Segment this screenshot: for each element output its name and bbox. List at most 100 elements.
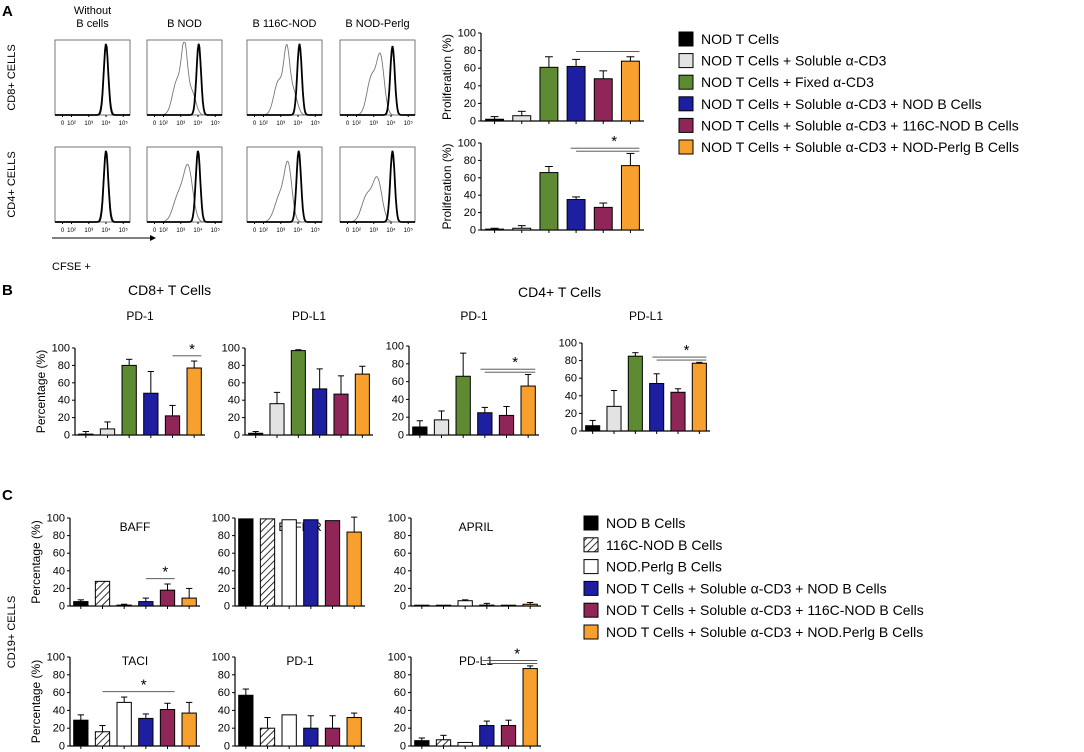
bar (354, 373, 370, 436)
flow-tick-label: 10⁴ (293, 120, 303, 127)
bar (566, 199, 586, 231)
flow-tick-label: 0 (253, 228, 257, 234)
bar (539, 172, 559, 231)
y-tick-label: 80 (565, 355, 577, 367)
bar (99, 428, 116, 436)
significance-star: * (512, 354, 518, 371)
flow-tick-label: 10⁵ (119, 120, 129, 127)
y-axis-label: Proliferation (%) (440, 34, 454, 120)
bar (346, 531, 362, 607)
y-tick-label: 100 (47, 513, 65, 525)
bar (500, 604, 517, 607)
chart-title: PD-L1 (459, 654, 493, 668)
chart-b-cd8-pdl1: 0 20 40 60 80 100 PD-L1 (222, 309, 373, 442)
legend-swatch (583, 515, 599, 531)
y-tick-label: 100 (388, 513, 406, 525)
bar (606, 405, 622, 432)
y-tick-label: 100 (388, 652, 406, 664)
chart-title: PD-1 (126, 309, 154, 323)
y-tick-label: 0 (59, 601, 65, 613)
bar (585, 425, 601, 432)
bar (303, 727, 319, 747)
y-tick-label: 20 (394, 723, 406, 735)
y-tick-label: 40 (53, 705, 65, 717)
legend-label: NOD T Cells + Soluble α-CD3 + 116C-NOD B… (701, 117, 1019, 133)
flow-curve-thin (247, 43, 322, 116)
y-tick-label: 20 (218, 723, 230, 735)
chart-title: PD-L1 (292, 309, 326, 323)
legend-swatch (583, 580, 599, 596)
y-tick-label: 40 (464, 80, 476, 92)
group-title-cd4: CD4+ T Cells (518, 284, 601, 300)
legend-a: NOD T Cells NOD T Cells + Soluble α-CD3 NO… (678, 31, 1019, 155)
y-tick-label: 20 (228, 412, 240, 424)
bar (324, 727, 341, 747)
flow-tick-label: 10³ (276, 121, 285, 127)
chart-title: PD-1 (286, 654, 314, 668)
legend-item: NOD T Cells + Soluble α-CD3 + NOD-Perlg … (678, 139, 1019, 155)
flow-tick-label: 10⁴ (101, 227, 111, 234)
bar (159, 589, 176, 607)
y-tick-label: 40 (58, 395, 70, 407)
flow-tick-label: 10⁵ (404, 227, 414, 234)
bar (539, 66, 559, 122)
chart-b-cd4-pd1: 0 20 40 60 80 100 PD-1 * (386, 309, 539, 442)
legend-item: 116C-NOD B Cells (583, 537, 722, 553)
y-tick-label: 60 (565, 373, 577, 385)
flow-curve-bold (247, 150, 322, 223)
y-tick-label: 60 (394, 687, 406, 699)
bar (138, 717, 154, 747)
legend-item: NOD B Cells (583, 515, 685, 531)
y-tick-label: 60 (53, 687, 65, 699)
y-tick-label: 0 (400, 741, 406, 752)
y-tick-label: 100 (52, 343, 70, 355)
bar (116, 604, 132, 607)
y-tick-label: 100 (222, 343, 240, 355)
y-tick-label: 40 (565, 390, 577, 402)
flow-tick-label: 10² (159, 121, 168, 127)
flow-tick-label: 10² (67, 121, 76, 127)
bar (73, 601, 89, 607)
flow-column-title: B NOD (167, 18, 202, 30)
y-tick-label: 0 (64, 430, 70, 442)
legend-item: NOD T Cells + Soluble α-CD3 + 116C-NOD B… (583, 602, 924, 618)
legend-swatch (583, 624, 599, 640)
y-tick-label: 0 (59, 741, 65, 752)
legend-label: NOD T Cells + Soluble α-CD3 + NOD-Perlg … (701, 139, 1019, 155)
flow-tick-label: 0 (61, 228, 65, 234)
flow-xlabel: CFSE + (52, 261, 91, 273)
y-tick-label: 80 (218, 669, 230, 681)
flow-xaxis-arrow (52, 235, 156, 241)
flow-tick-label: 10⁴ (193, 120, 203, 127)
y-tick-label: 20 (58, 412, 70, 424)
y-tick-label: 60 (53, 548, 65, 560)
bar (435, 739, 452, 747)
flow-tick-label: 10³ (369, 121, 378, 127)
flow-column-title: B NOD-Perlg (345, 18, 409, 30)
y-tick-label: 100 (458, 28, 476, 40)
chart-c-pdl1: 0 20 40 60 80 100 PD-L1 * (388, 646, 541, 752)
chart-c-baff: 0 20 40 60 80 100 Percentage (%) BAFF * (29, 513, 200, 613)
bar (143, 392, 159, 436)
flow-tick-label: 10³ (369, 228, 378, 234)
y-tick-label: 100 (47, 652, 65, 664)
bar (522, 668, 538, 747)
flow-tick-label: 10⁴ (293, 227, 303, 234)
legend-label: NOD T Cells + Fixed α-CD3 (701, 74, 874, 90)
chart-title: APRIL (459, 520, 494, 534)
flow-curve-bold (147, 150, 222, 223)
bar (485, 228, 505, 231)
flow-row-label: CD8+ CELLS (6, 44, 18, 110)
y-tick-label: 60 (58, 377, 70, 389)
bar (159, 709, 176, 747)
flow-curve-thin (55, 46, 130, 116)
panel-a-letter: A (2, 3, 13, 20)
bar (627, 355, 643, 432)
legend-swatch (678, 31, 694, 47)
y-tick-label: 40 (392, 394, 404, 406)
bar (94, 731, 111, 747)
flow-curve-bold (340, 150, 415, 223)
bar (620, 165, 640, 231)
flow-curve-bold (247, 43, 322, 116)
